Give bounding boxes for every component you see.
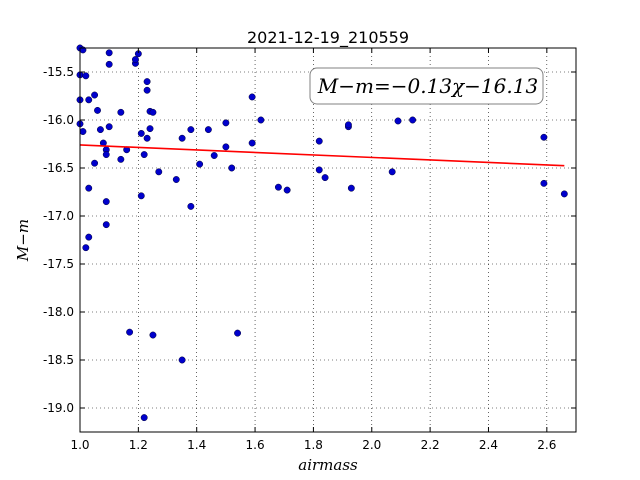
grid-lines: [79, 48, 576, 432]
data-point: [409, 116, 417, 124]
data-point: [178, 134, 186, 142]
data-point: [234, 329, 242, 337]
data-point: [82, 72, 90, 80]
data-point: [274, 183, 282, 191]
x-tick-label: 2.6: [537, 438, 556, 452]
data-point: [143, 86, 151, 94]
data-point: [105, 123, 113, 131]
chart-title: 2021-12-19_210559: [247, 28, 409, 48]
data-point: [140, 414, 148, 422]
data-point: [117, 108, 125, 116]
data-point: [117, 155, 125, 163]
data-point: [85, 96, 93, 104]
data-point: [102, 151, 110, 159]
data-point: [540, 179, 548, 187]
data-point: [283, 186, 291, 194]
axis-ticks: 1.0 1.2 1.4 1.6 1.8 2.0 2.2 2.4 2.6 -15.5 -16.0 -16…: [43, 48, 576, 452]
data-point: [105, 49, 113, 57]
data-point: [102, 221, 110, 229]
fit-equation: M−m=−0.13χ−16.13: [317, 74, 538, 98]
y-tick-label: -17.5: [43, 257, 74, 271]
data-point: [248, 93, 256, 101]
data-point: [321, 174, 329, 182]
data-point: [82, 244, 90, 252]
fit-equation-box: M−m=−0.13χ−16.13: [309, 67, 544, 105]
fit-layer: [79, 144, 565, 167]
data-point: [85, 233, 93, 241]
data-point: [94, 106, 101, 114]
data-point: [137, 129, 145, 137]
data-point: [143, 78, 151, 86]
data-point: [210, 152, 218, 159]
x-tick-label: 1.4: [187, 438, 206, 452]
data-point: [248, 139, 256, 147]
data-point: [344, 121, 352, 129]
data-point: [222, 143, 230, 151]
data-point: [315, 166, 323, 174]
data-point: [155, 168, 163, 176]
y-axis-label: M−m: [14, 219, 32, 262]
data-point: [146, 125, 154, 133]
x-axis-label: airmass: [298, 456, 358, 474]
y-tick-label: -19.0: [43, 401, 74, 415]
x-tick-label: 2.4: [479, 438, 498, 452]
x-tick-label: 1.0: [70, 438, 89, 452]
data-point: [140, 151, 148, 159]
data-point: [196, 160, 204, 168]
plot-frame: [79, 47, 577, 433]
data-point: [126, 328, 134, 336]
y-tick-label: -15.5: [43, 65, 74, 79]
x-tick-label: 1.6: [246, 438, 265, 452]
data-point: [257, 116, 265, 124]
data-point: [137, 192, 145, 200]
data-point: [347, 184, 355, 192]
data-point: [91, 159, 99, 167]
data-point: [187, 126, 195, 134]
data-point: [228, 164, 236, 172]
x-tick-label: 2.0: [362, 438, 381, 452]
plot-area: [76, 44, 568, 422]
data-point: [149, 331, 157, 339]
fit-line: [79, 144, 565, 167]
data-point: [178, 356, 186, 364]
data-point: [222, 119, 230, 127]
x-tick-label: 1.2: [129, 438, 148, 452]
data-point: [394, 117, 402, 125]
data-point: [79, 128, 87, 135]
data-point: [204, 126, 212, 134]
x-tick-label: 1.8: [304, 438, 323, 452]
data-point: [187, 202, 195, 210]
y-tick-label: -18.0: [43, 305, 74, 319]
data-point: [172, 176, 180, 183]
x-tick-label: 2.2: [421, 438, 440, 452]
data-point: [102, 198, 110, 206]
data-point: [91, 91, 99, 99]
data-point: [560, 190, 568, 198]
y-tick-label: -18.5: [43, 353, 74, 367]
data-point: [131, 56, 139, 63]
data-point: [315, 137, 323, 145]
data-point: [105, 60, 113, 68]
data-point: [540, 133, 548, 141]
data-point: [388, 168, 396, 176]
y-tick-label: -16.5: [43, 161, 74, 175]
y-tick-label: -16.0: [43, 113, 74, 127]
data-point: [143, 134, 151, 142]
data-point: [85, 184, 93, 192]
data-point: [149, 108, 157, 116]
data-point: [96, 126, 104, 134]
y-tick-label: -17.0: [43, 209, 74, 223]
